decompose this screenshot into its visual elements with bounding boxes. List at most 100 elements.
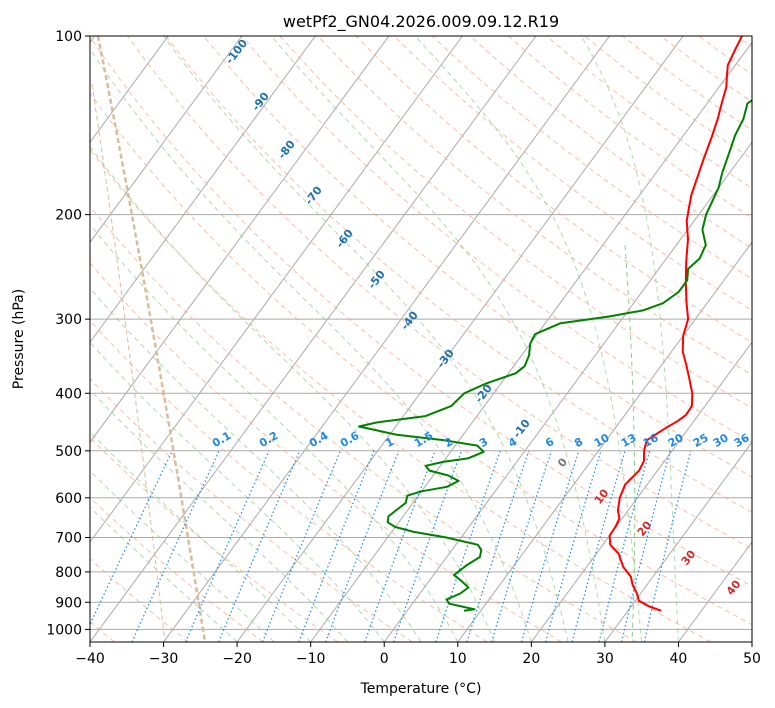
x-tick-label: −20 xyxy=(222,651,252,667)
isotherm-line xyxy=(751,641,752,642)
mixing-ratio-label: 13 xyxy=(619,431,639,450)
isotherm-line xyxy=(90,36,316,344)
dry-adiabat-label: 0 xyxy=(555,455,570,469)
dry-adiabat-label: -40 xyxy=(398,309,421,333)
dry-adiabat-line xyxy=(90,262,562,642)
x-tick-label: 50 xyxy=(743,651,761,667)
dry-adiabat-line xyxy=(241,36,752,443)
moist-adiabat-line xyxy=(90,145,496,642)
dry-adiabat-line xyxy=(469,36,752,249)
moist-adiabat-line xyxy=(90,341,385,642)
mixing-ratio-line xyxy=(298,450,375,642)
line-labels: -100-90-80-70-60-50-40-30-20-10010203040… xyxy=(210,37,752,598)
dry-adiabat-line xyxy=(165,36,752,514)
outer-curve xyxy=(96,36,207,642)
mixing-ratio-line xyxy=(90,450,173,626)
mixing-ratio-line xyxy=(435,450,501,642)
mixing-ratio-line xyxy=(571,450,626,642)
y-tick-label: 1000 xyxy=(46,622,82,638)
isotherm-line xyxy=(530,341,752,642)
isotherm-line xyxy=(90,36,463,543)
y-tick-label: 200 xyxy=(55,208,82,224)
x-axis-label: Temperature (°C) xyxy=(360,681,482,697)
moist-adiabat-line xyxy=(90,470,275,642)
isotherm-line xyxy=(163,36,610,642)
y-tick-label: 300 xyxy=(55,312,82,328)
plot-frame xyxy=(89,35,753,643)
mixing-ratio-label: 30 xyxy=(711,431,731,450)
mixing-ratio-label: 0.6 xyxy=(338,429,362,450)
dry-adiabat-line xyxy=(545,36,752,189)
isotherm-line xyxy=(90,36,390,443)
y-tick-label: 700 xyxy=(55,531,82,547)
moist-adiabat-line xyxy=(90,223,459,642)
mixing-ratio-line xyxy=(520,450,580,642)
dry-adiabat-line xyxy=(127,36,752,550)
moist-adiabat-line xyxy=(580,36,679,642)
isotherm-line xyxy=(90,36,243,244)
dry-adiabat-label: -80 xyxy=(275,138,298,162)
chart-title: wetPf2_GN04.2026.009.09.12.R19 xyxy=(283,12,559,32)
mixing-ratio-label: 0.2 xyxy=(257,429,280,450)
mixing-ratio-label: 1 xyxy=(383,435,396,450)
mixing-ratio-line xyxy=(643,450,692,642)
mixing-ratio-line xyxy=(185,450,270,642)
mixing-ratio-line xyxy=(393,450,463,642)
moist-adiabat-line xyxy=(90,287,422,642)
mixing-ratio-label: 10 xyxy=(592,431,612,450)
mixing-ratio-line xyxy=(325,450,400,642)
dry-adiabat-label: -20 xyxy=(472,382,495,406)
dry-adiabat-line xyxy=(90,496,264,642)
mixing-ratio-line xyxy=(545,450,602,642)
y-tick-label: 600 xyxy=(55,491,82,507)
mixing-ratio-label: 8 xyxy=(572,435,585,450)
x-tick-label: 0 xyxy=(380,651,389,667)
mixing-ratio-label: 25 xyxy=(691,431,711,450)
y-tick-label: 100 xyxy=(55,29,82,45)
dry-adiabat-label: -60 xyxy=(333,227,356,251)
moist-adiabat-line xyxy=(90,48,532,642)
dry-adiabat-label: 10 xyxy=(592,486,612,506)
y-axis-label: Pressure (hPa) xyxy=(11,289,27,389)
mixing-ratio-line xyxy=(598,450,651,642)
dry-adiabat-line xyxy=(90,36,752,587)
axes: −40 −30 −20 −10 0 10 20 30 40 5010020030040050060… xyxy=(46,29,761,667)
x-tick-label: −30 xyxy=(149,651,179,667)
isotherm-line xyxy=(604,441,752,642)
sounding-lines xyxy=(358,36,752,612)
dry-adiabat-line xyxy=(90,319,488,642)
y-tick-label: 500 xyxy=(55,444,82,460)
dry-adiabat-line xyxy=(698,36,752,75)
moist-adiabat-line xyxy=(163,36,569,642)
mixing-ratio-line xyxy=(131,450,220,642)
x-tick-label: −10 xyxy=(296,651,326,667)
dewpoint-profile-line xyxy=(358,98,752,612)
moist-adiabat-line xyxy=(90,506,238,642)
mixing-ratio-label: 0.1 xyxy=(210,429,233,450)
isotherm-line xyxy=(90,36,537,642)
dry-adiabat-label: 30 xyxy=(679,547,699,567)
dry-adiabat-label: 40 xyxy=(724,577,744,597)
dry-adiabat-line xyxy=(90,92,752,626)
dry-adiabat-line xyxy=(507,36,752,219)
moist-adiabat-line xyxy=(90,431,312,642)
dry-adiabat-label: -30 xyxy=(434,347,457,371)
moist-adiabat-line xyxy=(90,389,348,642)
mixing-ratio-line xyxy=(491,450,553,642)
dry-adiabat-line xyxy=(90,205,637,642)
mixing-ratio-line xyxy=(261,450,341,642)
y-tick-label: 900 xyxy=(55,595,82,611)
dry-adiabat-line xyxy=(90,558,190,642)
mixing-ratio-line xyxy=(218,450,301,642)
isotherm-line xyxy=(383,141,752,642)
x-tick-label: 20 xyxy=(522,651,540,667)
dry-adiabat-line xyxy=(431,36,752,280)
temperature-profile-line xyxy=(608,36,743,612)
dry-adiabat-line xyxy=(279,36,752,409)
outer-curve xyxy=(91,83,166,642)
y-tick-label: 400 xyxy=(55,386,82,402)
isotherm-line xyxy=(90,36,169,144)
mixing-ratio-label: 1.5 xyxy=(412,429,435,450)
y-tick-label: 800 xyxy=(55,565,82,581)
